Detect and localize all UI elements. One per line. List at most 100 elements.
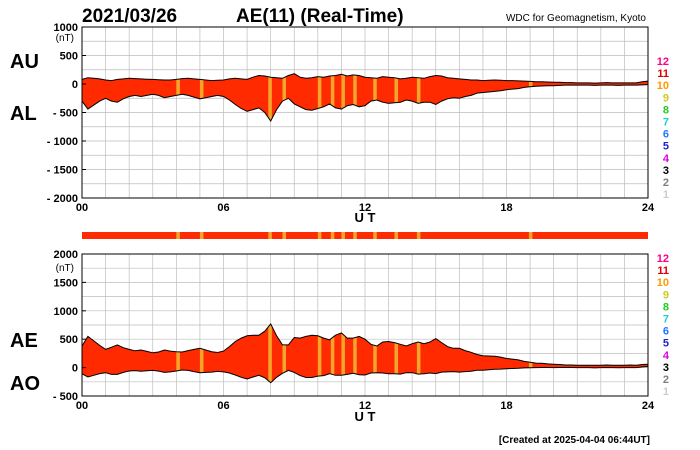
au-al-highlight-band (199, 73, 204, 121)
station-count-legend-label: 4 (663, 350, 670, 362)
au-al-highlight-band (394, 73, 399, 121)
au-al-y-tick-label: 1000 (54, 22, 78, 34)
station-count-legend-label: 5 (663, 338, 669, 350)
au-al-x-tick-label: 00 (76, 202, 88, 214)
au-al-y-tick-label: 500 (60, 51, 78, 63)
ae-ao-highlight-band (176, 323, 180, 383)
ae-ao-highlight-band (394, 323, 399, 383)
au-al-highlight-band (416, 73, 421, 121)
au-al-highlight-band (373, 73, 377, 121)
series-label-al: AL (10, 103, 37, 125)
ae-ao-highlight-band (341, 323, 345, 383)
ae-ao-upper-line (81, 322, 649, 366)
ae-ao-x-tick-label: 06 (217, 400, 229, 412)
index-title: AE(11) (Real-Time) (236, 6, 404, 27)
ae-ao-x-tick-label: 12 (359, 400, 371, 412)
ae-ao-highlight-band (353, 323, 357, 383)
station-count-legend-label: 3 (663, 165, 669, 177)
station-count-legend-label: 12 (657, 253, 669, 265)
station-count-legend-label: 1 (663, 189, 669, 201)
ae-ao-y-tick-label: 0 (72, 363, 78, 375)
au-al-highlight-band (330, 73, 335, 121)
ae-ao-highlight-band (199, 323, 204, 383)
x-axis-label-au-al: U T (355, 210, 376, 225)
x-axis-label-ae-ao: U T (355, 409, 376, 424)
ae-ao-y-tick-label: 1500 (54, 277, 78, 289)
highlight-strip-mark (353, 232, 357, 239)
highlight-strip-mark (528, 232, 533, 239)
station-count-legend-label: 11 (657, 265, 669, 277)
ae-ao-x-tick-label: 00 (76, 400, 88, 412)
highlight-strip-mark (176, 232, 180, 239)
highlight-strip-mark (394, 232, 399, 239)
au-al-highlight-band (282, 73, 286, 121)
ae-ao-y-tick-label: 1000 (54, 306, 78, 318)
highlight-strip-mark (317, 232, 322, 239)
ae-ao-highlight-band (416, 323, 421, 383)
ae-ao-highlight-band (282, 323, 286, 383)
series-label-ao: AO (10, 373, 40, 395)
ae-ao-highlight-band (268, 323, 272, 383)
unit-label-ae-ao: (nT) (56, 263, 74, 274)
au-al-highlight-band (353, 73, 357, 121)
au-al-highlight-band (341, 73, 345, 121)
station-count-legend-label: 6 (663, 326, 669, 338)
ae-ao-highlight-band (330, 323, 335, 383)
created-timestamp: [Created at 2025-04-04 06:44UT] (499, 435, 650, 446)
station-count-legend-label: 7 (663, 314, 669, 326)
au-al-highlight-band (268, 73, 272, 121)
station-count-legend-label: 5 (663, 141, 669, 153)
series-label-au: AU (10, 51, 39, 73)
au-al-y-tick-label: - 2000 (47, 193, 78, 205)
ae-ao-y-tick-label: 2000 (54, 249, 78, 261)
station-count-legend-label: 11 (657, 68, 669, 80)
station-count-legend-label: 8 (663, 104, 669, 116)
station-count-legend-label: 2 (663, 374, 669, 386)
station-count-legend-label: 6 (663, 129, 669, 141)
ae-ao-y-tick-label: - 500 (53, 391, 78, 403)
station-count-legend-label: 9 (663, 289, 669, 301)
highlight-strip-mark (268, 232, 272, 239)
highlight-strip-mark (282, 232, 286, 239)
au-al-highlight-band (317, 73, 322, 121)
au-al-upper-line (81, 73, 649, 84)
ae-ao-y-tick-label: 500 (60, 334, 78, 346)
au-al-x-tick-label: 06 (217, 202, 229, 214)
au-al-y-tick-label: - 1500 (47, 165, 78, 177)
series-label-ae: AE (10, 330, 38, 352)
ae-ao-lower-line (81, 366, 649, 384)
au-al-x-tick-label: 12 (359, 202, 371, 214)
highlight-strip-bar (82, 232, 648, 239)
au-al-x-tick-label: 18 (500, 202, 512, 214)
station-count-legend-label: 12 (657, 56, 669, 68)
station-count-legend-label: 8 (663, 301, 669, 313)
highlight-strip-mark (330, 232, 335, 239)
ae-ao-area (82, 323, 648, 383)
highlight-strip-mark (341, 232, 345, 239)
highlight-strip-mark (373, 232, 377, 239)
highlight-strip (82, 232, 648, 239)
au-al-lower-line (81, 84, 649, 122)
au-al-y-tick-label: - 1000 (47, 136, 78, 148)
ae-ao-x-tick-label: 24 (642, 400, 655, 412)
date-title: 2021/03/26 (82, 6, 177, 27)
au-al-x-tick-label: 24 (642, 202, 655, 214)
highlight-strip-mark (416, 232, 421, 239)
ae-ao-highlight-band (373, 323, 377, 383)
ae-ao-plot-frame (81, 253, 649, 397)
source-label: WDC for Geomagnetism, Kyoto (506, 13, 646, 24)
station-count-legend-label: 1 (663, 386, 669, 398)
station-count-legend-label: 10 (657, 277, 669, 289)
station-count-legend-label: 4 (663, 153, 670, 165)
station-count-legend-label: 9 (663, 92, 669, 104)
highlight-strip-mark (199, 232, 204, 239)
station-count-legend-label: 7 (663, 117, 669, 129)
au-al-panel: (nT) AU AL U T 1000 500 0 - 500 - 1000 - 1500… (10, 22, 655, 225)
au-al-grid (81, 26, 649, 199)
ae-ao-highlight-band (317, 323, 322, 383)
au-al-y-tick-label: 0 (72, 79, 78, 91)
